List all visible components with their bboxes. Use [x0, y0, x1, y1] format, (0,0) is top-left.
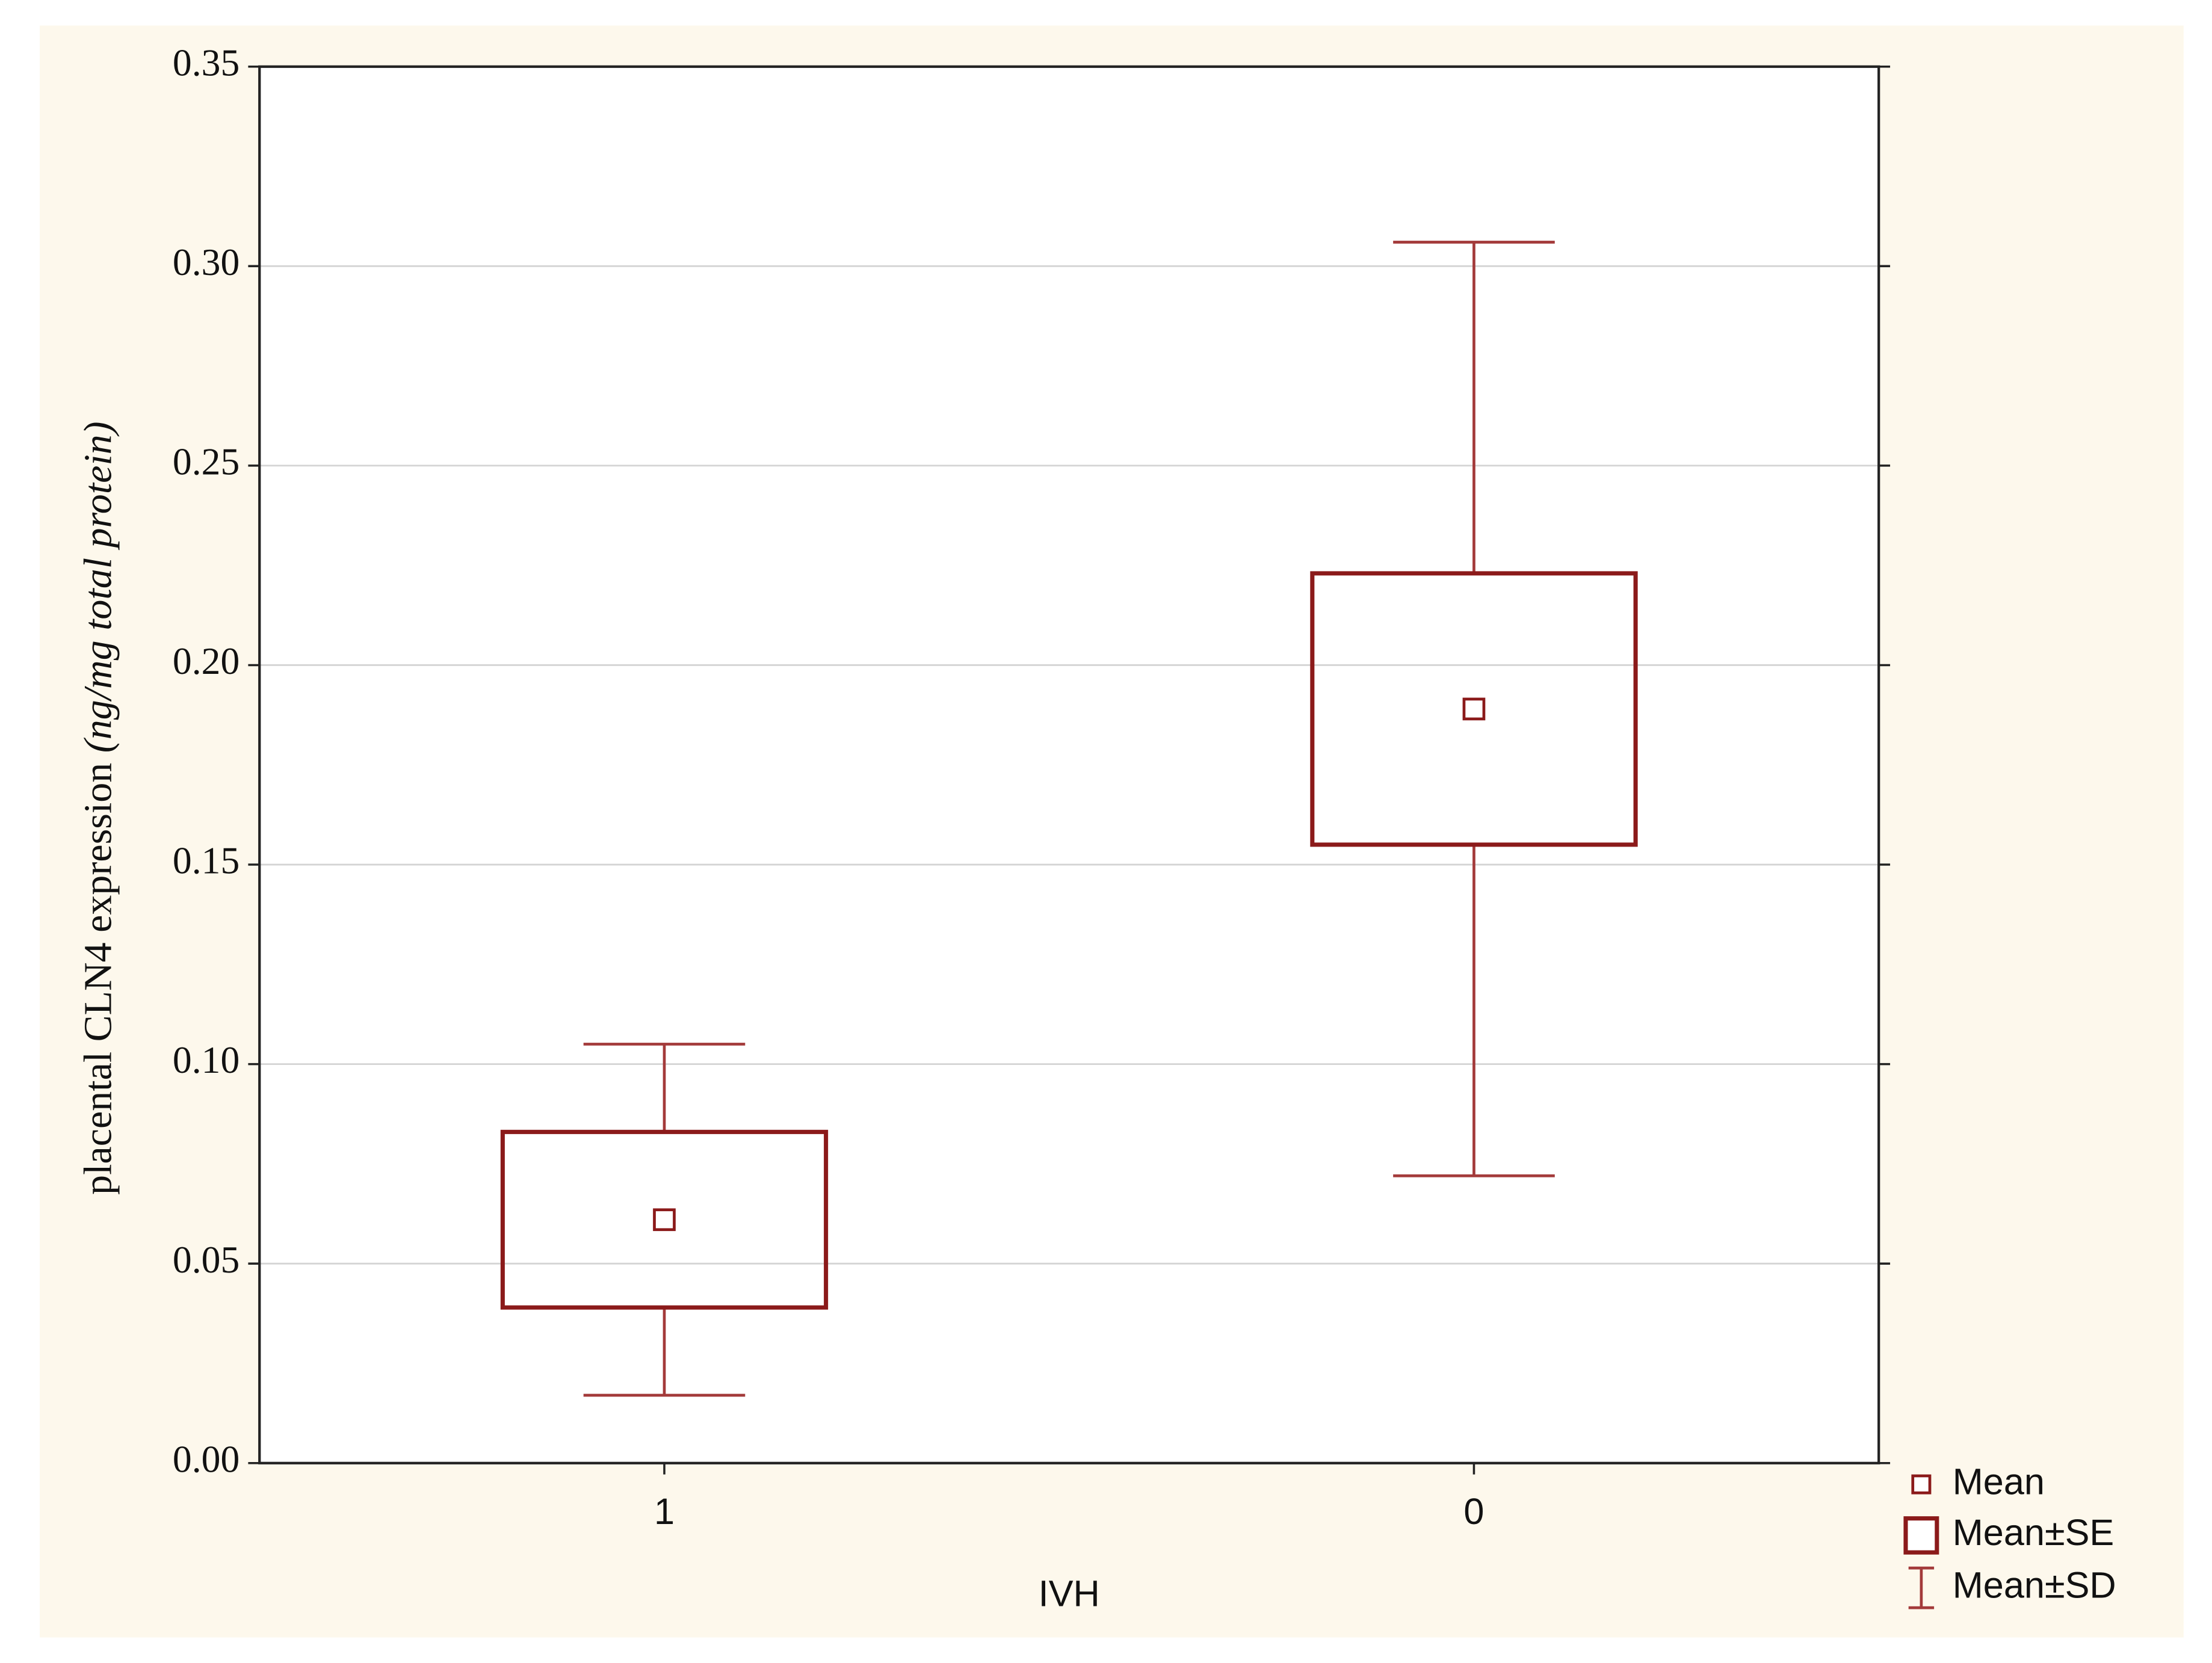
y-axis-label-main: placental CLN4 expression — [76, 763, 120, 1195]
x-tick-label: 1 — [654, 1491, 675, 1532]
y-axis-label: placental CLN4 expression (ng/mg total p… — [76, 421, 120, 1195]
y-tick-label: 0.35 — [173, 41, 239, 84]
y-tick-label: 0.00 — [173, 1437, 239, 1480]
y-tick-label: 0.05 — [173, 1238, 239, 1281]
x-tick-label: 0 — [1463, 1491, 1484, 1532]
y-tick-label: 0.10 — [173, 1038, 239, 1081]
plot-frame — [258, 65, 1880, 1464]
legend-label: Mean±SD — [1953, 1564, 2116, 1605]
y-tick-label: 0.20 — [173, 640, 239, 682]
mean-marker — [653, 1208, 676, 1232]
se-box — [500, 1129, 829, 1310]
y-tick-label: 0.15 — [173, 839, 239, 882]
se-box — [1310, 571, 1638, 847]
legend-label: Mean±SE — [1953, 1512, 2115, 1553]
y-tick-label: 0.25 — [173, 440, 239, 483]
legend-se-icon — [1903, 1516, 1939, 1555]
legend-label: Mean — [1953, 1461, 2045, 1502]
mean-marker — [1462, 697, 1486, 721]
y-tick-label: 0.30 — [173, 241, 239, 283]
plot-area — [259, 66, 1879, 1463]
legend-mean-icon — [1911, 1474, 1932, 1495]
x-axis-label: IVH — [1039, 1573, 1100, 1614]
y-axis-label-unit: (ng/mg total protein) — [76, 421, 120, 753]
